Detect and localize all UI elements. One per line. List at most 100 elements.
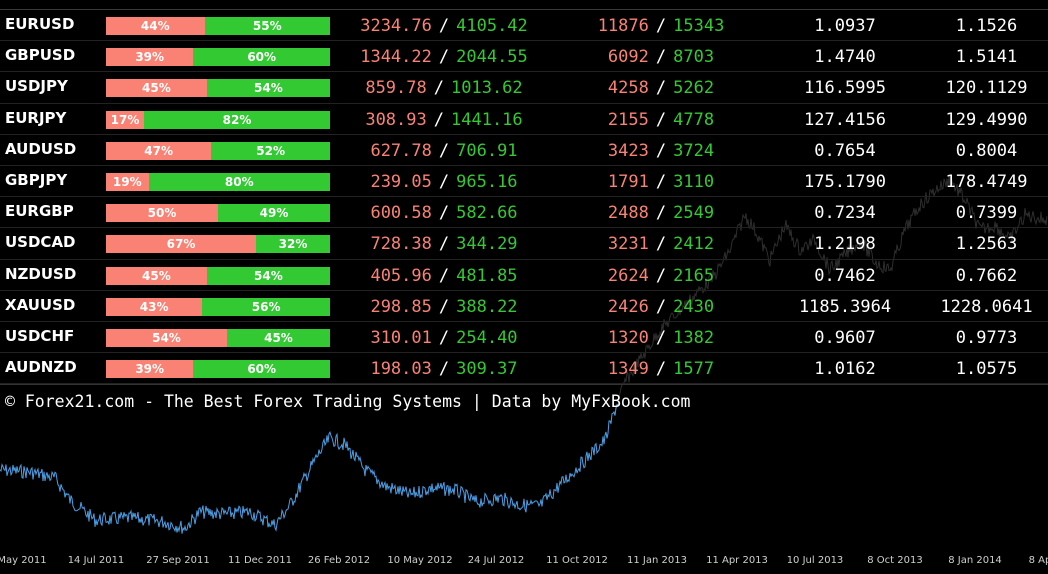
avg-long-price: 0.7662 <box>955 265 1018 286</box>
volume-long: 481.85 <box>456 265 518 286</box>
positions-short: 11876 <box>597 16 649 36</box>
short-percent-segment: 45% <box>106 266 207 285</box>
positions-long: 1382 <box>673 327 715 348</box>
long-percent-segment: 54% <box>206 266 330 285</box>
positions-short: 2624 <box>607 265 649 286</box>
separator: / <box>438 296 450 317</box>
separator: / <box>655 327 667 348</box>
volume-long: 4105.42 <box>456 16 528 36</box>
short-percent-label: 45% <box>142 81 171 96</box>
sentiment-bar: 39% 60% <box>106 48 330 67</box>
positions-cell: 2426 / 2430 <box>588 297 734 317</box>
long-percent-label: 45% <box>264 330 293 345</box>
positions-short: 3231 <box>607 234 649 255</box>
separator: / <box>655 16 667 36</box>
volume-short: 239.05 <box>370 171 432 192</box>
symbol-label: USDCHF <box>5 326 75 345</box>
x-axis-tick-label: 8 Oct 2013 <box>867 555 923 566</box>
symbol-label: XAUUSD <box>5 295 76 314</box>
long-percent-segment: 60% <box>193 48 330 67</box>
symbol-label: AUDNZD <box>5 358 77 377</box>
sentiment-row-audusd: AUDUSD 47% 52% 627.78 / 706.91 3423 / 3724 0… <box>0 135 1048 167</box>
sentiment-bar: 67% 32% <box>106 235 330 254</box>
separator: / <box>655 203 667 224</box>
separator: / <box>655 234 667 255</box>
avg-long-price: 0.7399 <box>955 203 1018 224</box>
symbol-label: GBPUSD <box>5 46 76 65</box>
avg-long-price: 0.9773 <box>955 327 1018 348</box>
volume-cell: 600.58 / 582.66 <box>346 203 542 223</box>
avg-long-price: 1.0575 <box>955 359 1018 380</box>
positions-short: 3423 <box>607 140 649 161</box>
separator: / <box>655 78 667 99</box>
volume-cell: 298.85 / 388.22 <box>346 297 542 317</box>
positions-long: 1577 <box>673 359 715 380</box>
sentiment-row-nzdusd: NZDUSD 45% 54% 405.96 / 481.85 2624 / 2165 0… <box>0 260 1048 291</box>
volume-long: 309.37 <box>456 359 518 380</box>
short-percent-segment: 50% <box>106 204 218 223</box>
positions-long: 3110 <box>673 171 715 192</box>
sentiment-bar: 43% 56% <box>106 297 330 316</box>
long-percent-label: 52% <box>256 143 285 158</box>
volume-long: 1013.62 <box>451 78 523 99</box>
separator: / <box>655 47 667 68</box>
x-axis-tick-label: 24 Jul 2012 <box>467 555 525 566</box>
short-percent-label: 17% <box>110 112 140 127</box>
x-axis-tick-label: 11 Jan 2013 <box>627 555 687 566</box>
positions-long: 8703 <box>673 47 715 68</box>
avg-short-price: 1185.3964 <box>798 296 892 317</box>
sentiment-row-usdjpy: USDJPY 45% 54% 859.78/1013.62 4258/5262 … <box>0 72 1048 104</box>
sentiment-bar: 17% 82% <box>106 110 330 129</box>
short-percent-label: 45% <box>142 268 171 283</box>
positions-cell: 1320 / 1382 <box>588 328 734 348</box>
credit-text: © Forex21.com - The Best Forex Trading S… <box>5 392 691 411</box>
short-percent-segment: 44% <box>106 17 205 35</box>
positions-cell: 4258 / 5262 <box>588 78 734 98</box>
positions-short: 2426 <box>607 296 649 317</box>
sentiment-bar: 47% 52% <box>106 141 330 160</box>
sentiment-row-eurusd: EURUSD 44% 55% 3234.76 / 4105.42 11876 / 153… <box>0 10 1048 42</box>
avg-short-price: 1.4740 <box>814 47 876 68</box>
avg-short-price: 1.0162 <box>814 359 876 380</box>
avg-long-price: 1.5141 <box>955 47 1018 68</box>
separator: / <box>438 203 450 224</box>
short-percent-segment: 47% <box>106 141 212 160</box>
sentiment-bar: 39% 60% <box>106 360 330 379</box>
chart-x-axis: May 2011 14 Jul 2011 27 Sep 2011 11 Dec 201… <box>0 555 1048 574</box>
long-percent-segment: 60% <box>193 360 330 379</box>
positions-cell: 1791 / 3110 <box>588 172 734 192</box>
volume-cell: 198.03 / 309.37 <box>346 359 542 379</box>
positions-cell: 3231 / 2412 <box>588 234 734 254</box>
x-axis-tick-label: 8 Ap <box>1028 555 1048 566</box>
volume-cell: 310.01 / 254.40 <box>346 328 542 348</box>
separator: / <box>438 171 450 192</box>
sentiment-bar: 19% 80% <box>106 172 330 191</box>
positions-cell: 6092 / 8703 <box>588 47 734 67</box>
long-percent-segment: 82% <box>144 110 330 129</box>
volume-long: 965.16 <box>456 171 518 192</box>
volume-cell: 239.05 / 965.16 <box>346 172 542 192</box>
positions-short: 1791 <box>607 171 649 192</box>
long-percent-label: 60% <box>247 50 277 65</box>
sentiment-bar: 45% 54% <box>106 266 330 285</box>
symbol-label: USDCAD <box>5 233 76 252</box>
volume-cell: 3234.76 / 4105.42 <box>346 16 542 36</box>
sentiment-bar: 44% 55% <box>106 17 330 35</box>
short-percent-label: 39% <box>135 50 165 65</box>
sentiment-row-usdchf: USDCHF 54% 45% 310.01 / 254.40 1320 / 1382 0… <box>0 322 1048 354</box>
x-axis-tick-label: 11 Oct 2012 <box>546 555 608 566</box>
volume-cell: 308.93 / 1441.16 <box>346 110 542 130</box>
positions-long: 2165 <box>673 265 715 286</box>
sentiment-table: EURUSD 44% 55% 3234.76 / 4105.42 11876 / 153… <box>0 10 1048 385</box>
separator: / <box>438 265 450 286</box>
avg-short-price: 127.4156 <box>804 109 886 130</box>
long-percent-label: 32% <box>278 237 308 252</box>
volume-long: 1441.16 <box>451 109 523 130</box>
short-percent-segment: 67% <box>106 235 257 254</box>
positions-cell: 2624 / 2165 <box>588 266 734 286</box>
sentiment-row-eurgbp: EURGBP 50% 49% 600.58 / 582.66 2488 / 2549 0… <box>0 197 1048 229</box>
volume-short: 198.03 <box>370 359 432 380</box>
positions-long: 4778 <box>673 109 715 130</box>
positions-long: 2412 <box>673 234 715 255</box>
long-percent-label: 49% <box>259 206 289 221</box>
